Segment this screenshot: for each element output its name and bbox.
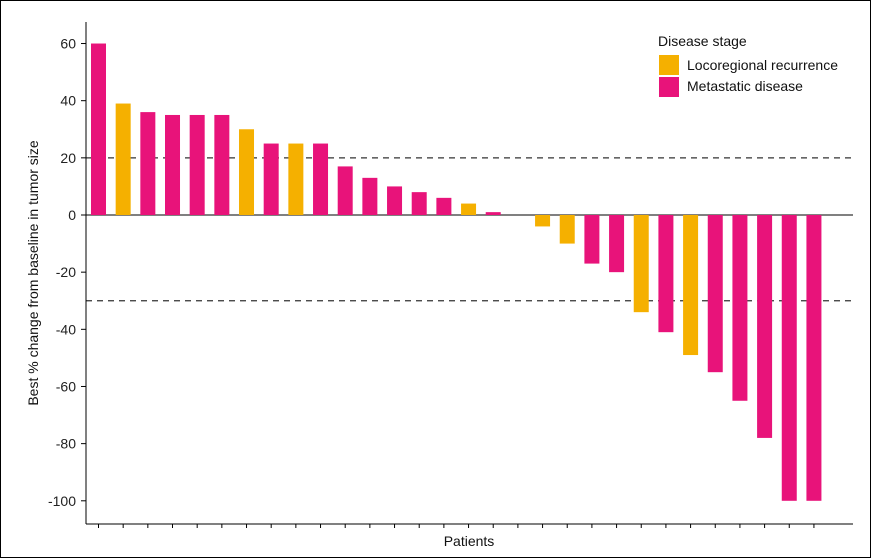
- y-tick-label: 20: [60, 150, 76, 166]
- bar: [658, 215, 674, 333]
- x-axis-title: Patients: [444, 533, 495, 549]
- bar: [362, 177, 378, 215]
- bar: [781, 215, 797, 501]
- bar: [239, 129, 255, 215]
- x-ticks: [98, 524, 815, 528]
- legend-swatch-locoregional: [659, 55, 679, 75]
- bar: [189, 114, 205, 215]
- y-tick-label: -20: [56, 264, 76, 280]
- bar: [707, 215, 723, 373]
- bar: [288, 143, 304, 215]
- bar: [436, 197, 452, 215]
- y-tick-label: -40: [56, 321, 76, 337]
- bar: [337, 166, 353, 215]
- legend-label-locoregional: Locoregional recurrence: [687, 57, 838, 73]
- bar: [683, 215, 699, 356]
- bar: [633, 215, 649, 313]
- bar: [165, 114, 181, 215]
- y-tick-label: 40: [60, 93, 76, 109]
- y-axis-title: Best % change from baseline in tumor siz…: [25, 140, 41, 406]
- y-tick-label: -60: [56, 378, 76, 394]
- bar: [757, 215, 773, 438]
- bar: [461, 203, 477, 215]
- bar: [584, 215, 600, 264]
- bar: [214, 114, 230, 215]
- y-tick-label: -100: [48, 493, 76, 509]
- y-tick-label: 0: [68, 207, 76, 223]
- bar: [140, 112, 156, 215]
- bar: [387, 186, 403, 215]
- bar: [91, 43, 106, 215]
- bar: [263, 143, 279, 215]
- y-tick-label: -80: [56, 436, 76, 452]
- legend-title: Disease stage: [658, 33, 747, 49]
- bar: [313, 143, 329, 215]
- bars: [91, 43, 822, 501]
- legend-label-metastatic: Metastatic disease: [687, 78, 803, 94]
- y-tick-label: 60: [60, 36, 76, 52]
- legend-swatch-metastatic: [659, 77, 679, 97]
- y-ticks: 60 40 20 0 -20 -40 -60 -80 -100: [48, 36, 86, 509]
- bar: [535, 215, 551, 227]
- bar: [732, 215, 748, 401]
- bar: [609, 215, 625, 273]
- bar: [559, 215, 575, 244]
- bar: [115, 103, 131, 215]
- axes: [85, 22, 853, 525]
- bar: [411, 192, 427, 215]
- bar: [806, 215, 822, 501]
- legend: Disease stage Locoregional recurrence Me…: [658, 33, 838, 97]
- bar: [485, 212, 501, 215]
